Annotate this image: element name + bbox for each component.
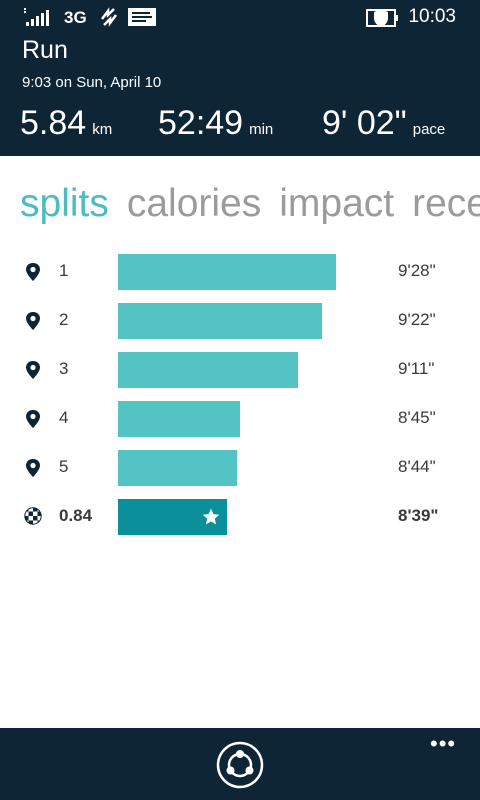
- star-icon: [201, 507, 221, 532]
- status-bar: 3G 10:03: [0, 0, 480, 36]
- split-bar: [118, 499, 227, 535]
- split-bar: [118, 254, 336, 290]
- pace-stat: 9' 02" pace: [322, 104, 445, 143]
- split-bar: [118, 401, 240, 437]
- network-type: 3G: [64, 8, 87, 27]
- split-label: 3: [59, 359, 69, 378]
- distance-unit: km: [92, 121, 113, 138]
- tab-impact[interactable]: impact: [279, 182, 395, 225]
- split-pace: 8'44": [398, 457, 436, 476]
- location-pin-icon: [24, 311, 42, 331]
- pace-value: 9' 02": [322, 104, 407, 142]
- message-icon: [128, 8, 156, 33]
- location-pin-icon: [24, 360, 42, 380]
- location-pin-icon: [24, 262, 42, 282]
- split-row-5[interactable]: 5 8'44": [0, 450, 480, 486]
- share-icon[interactable]: [215, 740, 265, 790]
- tab-calories[interactable]: calories: [126, 182, 262, 225]
- split-pace: 8'39": [398, 506, 439, 525]
- finish-flag-icon: [24, 507, 42, 527]
- activity-title: Run: [22, 36, 68, 64]
- pivot-tabs: splits calories impact rece: [20, 180, 480, 232]
- signal-icon: [24, 8, 54, 31]
- split-row-1[interactable]: 1 9'28": [0, 254, 480, 290]
- split-label: 0.84: [59, 506, 93, 525]
- duration-stat: 52:49 min: [158, 104, 273, 143]
- split-pace: 9'11": [398, 359, 435, 378]
- location-pin-icon: [24, 458, 42, 478]
- split-label: 1: [59, 261, 69, 280]
- more-icon[interactable]: •••: [430, 731, 457, 756]
- split-bar: [118, 303, 322, 339]
- split-bar: [118, 352, 298, 388]
- sync-icon: [100, 7, 118, 32]
- split-pace: 9'22": [398, 310, 436, 329]
- tab-splits[interactable]: splits: [20, 182, 109, 225]
- tab-recent[interactable]: rece: [412, 182, 480, 225]
- pace-unit: pace: [412, 121, 446, 138]
- clock: 10:03: [408, 6, 456, 27]
- split-bar: [118, 450, 237, 486]
- split-row-3[interactable]: 3 9'11": [0, 352, 480, 388]
- activity-header: 3G 10:03 Run 9:03 on Sun, April 10: [0, 0, 480, 156]
- distance-stat: 5.84 km: [20, 104, 112, 143]
- duration-unit: min: [249, 121, 274, 138]
- split-pace: 8'45": [398, 408, 436, 427]
- duration-value: 52:49: [158, 104, 244, 142]
- battery-saver-icon: [366, 8, 400, 33]
- split-pace: 9'28": [398, 261, 436, 280]
- split-row-4[interactable]: 4 8'45": [0, 401, 480, 437]
- split-row-final[interactable]: 0.84 8'39": [0, 499, 480, 535]
- app-bar: •••: [0, 728, 480, 800]
- location-pin-icon: [24, 409, 42, 429]
- split-label: 4: [59, 408, 69, 427]
- split-row-2[interactable]: 2 9'22": [0, 303, 480, 339]
- distance-value: 5.84: [20, 104, 87, 142]
- split-label: 5: [59, 457, 69, 476]
- activity-datetime: 9:03 on Sun, April 10: [22, 74, 162, 91]
- split-label: 2: [59, 310, 69, 329]
